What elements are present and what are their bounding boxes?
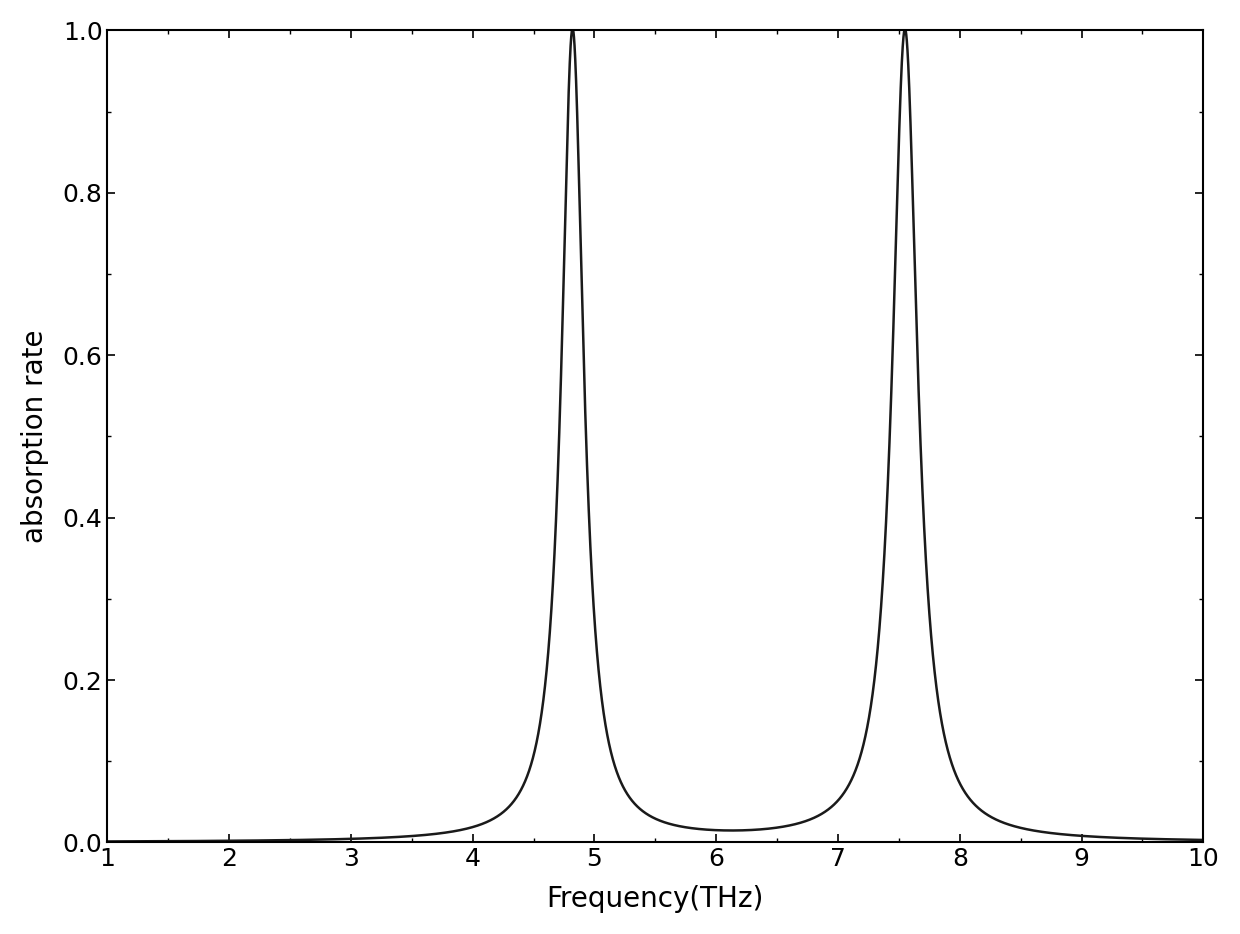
X-axis label: Frequency(THz): Frequency(THz) (547, 885, 764, 913)
Y-axis label: absorption rate: absorption rate (21, 330, 48, 544)
